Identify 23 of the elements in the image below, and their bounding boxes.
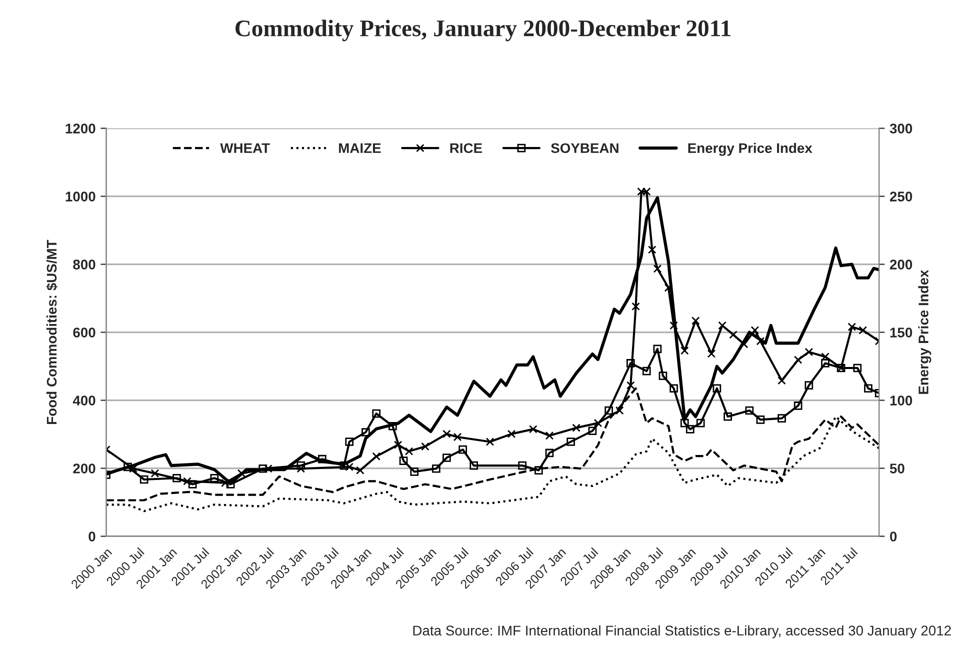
chart-title: Commodity Prices, January 2000-December 2011 [236, 20, 730, 42]
legend-label: WHEAT [220, 143, 270, 153]
y-tick-label: 0 [88, 532, 96, 542]
y2-tick-label: 0 [890, 532, 897, 542]
y-tick-label: 200 [73, 464, 96, 474]
y2-tick-label: 250 [890, 192, 912, 202]
y-tick-label: 600 [73, 328, 96, 338]
legend-label: MAIZE [339, 143, 381, 153]
source-note: Data Source: IMF International Financial Statistics e-Library, accessed 30 January 2012 [413, 625, 951, 638]
y-tick-label: 400 [72, 396, 96, 406]
y2-tick-label: 50 [890, 464, 904, 474]
legend-label: SOYBEAN [551, 143, 618, 154]
y-tick-label: 1200 [66, 124, 96, 134]
y2-tick-label: 300 [890, 124, 912, 134]
y-axis-title: Food Commodities: $US/MT [46, 240, 58, 424]
y2-tick-label: 100 [890, 396, 912, 406]
y-tick-label: 1000 [66, 192, 96, 202]
y2-axis-title: Energy Price Index [918, 270, 932, 394]
y-tick-label: 800 [73, 260, 96, 270]
y2-tick-label: 200 [890, 260, 912, 270]
y2-tick-label: 150 [890, 328, 912, 338]
legend-label: Energy Price Index [688, 142, 812, 156]
legend-label: RICE [450, 143, 482, 154]
